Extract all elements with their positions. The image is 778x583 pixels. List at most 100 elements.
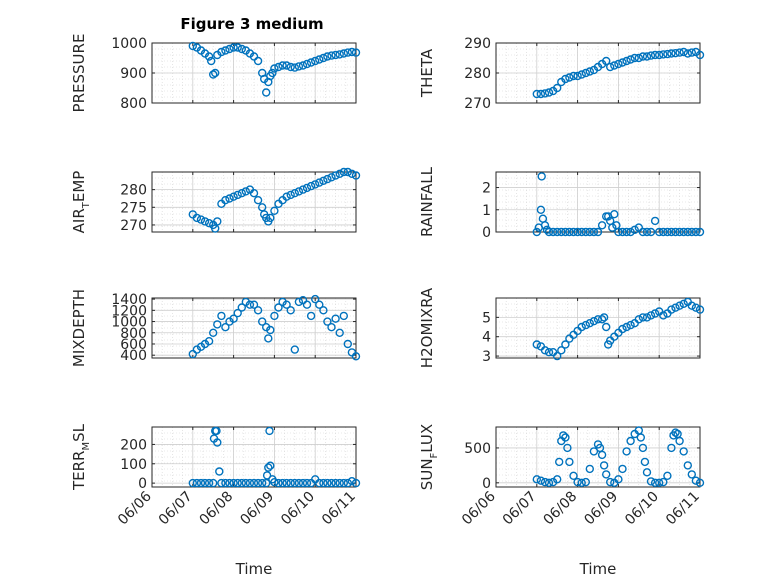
data-point xyxy=(306,181,316,191)
data-point xyxy=(302,300,312,309)
data-point xyxy=(695,478,705,487)
data-point xyxy=(351,171,361,180)
data-point xyxy=(581,320,590,330)
data-point xyxy=(618,227,627,237)
data-point xyxy=(351,478,361,488)
data-point xyxy=(331,478,340,488)
data-point xyxy=(315,478,324,488)
y-label-subscript: F xyxy=(429,452,440,458)
data-point xyxy=(536,205,546,215)
data-point xyxy=(565,227,574,237)
data-point xyxy=(683,49,692,58)
data-point xyxy=(646,311,656,320)
y-label-main: PRESSURE xyxy=(70,34,88,113)
data-point xyxy=(335,328,344,337)
data-point xyxy=(265,426,274,436)
data-point xyxy=(290,345,299,354)
y-tick-label: 500 xyxy=(464,441,491,457)
y-tick-label: 280 xyxy=(120,183,147,199)
x-tick-label: 06/11 xyxy=(319,489,359,529)
data-point xyxy=(626,320,635,330)
axes-box xyxy=(495,426,701,488)
data-point xyxy=(544,227,554,237)
data-point xyxy=(249,52,259,61)
data-point xyxy=(675,48,684,57)
data-point xyxy=(646,227,656,237)
data-point xyxy=(302,59,312,69)
data-point xyxy=(306,311,316,321)
data-point xyxy=(544,348,554,357)
data-point xyxy=(634,53,643,63)
data-point xyxy=(221,323,230,332)
data-point xyxy=(561,227,570,237)
data-point xyxy=(215,467,224,476)
data-point xyxy=(188,478,198,488)
panel-pressure: 800 900 1000 PRESSURE xyxy=(70,34,361,113)
x-tick-label: 06/10 xyxy=(622,489,662,529)
data-point xyxy=(597,315,607,324)
data-point xyxy=(339,478,348,488)
data-point xyxy=(581,68,590,78)
data-point xyxy=(573,227,582,237)
data-point xyxy=(667,443,676,453)
data-point xyxy=(671,49,680,58)
data-point xyxy=(634,315,643,324)
x-tick-label: 06/11 xyxy=(663,489,703,529)
data-point xyxy=(555,457,564,467)
data-point xyxy=(683,227,692,237)
data-point xyxy=(618,324,627,334)
y-tick-label: 3 xyxy=(482,349,491,365)
data-point xyxy=(217,47,226,57)
data-point xyxy=(347,169,357,179)
data-point xyxy=(667,227,676,237)
data-point xyxy=(343,478,352,488)
data-point xyxy=(561,340,570,349)
data-point xyxy=(561,74,570,84)
data-point xyxy=(192,478,202,488)
y-label-subscript: M xyxy=(81,442,92,451)
y-label-main: RAINFALL xyxy=(418,166,436,237)
x-axis-label: Time xyxy=(235,560,273,578)
data-point xyxy=(188,349,198,359)
data-point xyxy=(691,476,701,485)
data-point xyxy=(282,300,291,309)
data-point xyxy=(241,187,251,196)
data-point xyxy=(237,44,247,54)
data-point xyxy=(589,447,599,456)
data-point xyxy=(557,346,566,355)
data-point xyxy=(290,478,299,488)
data-point xyxy=(626,227,635,237)
data-point xyxy=(614,475,623,484)
data-point xyxy=(339,167,348,177)
data-point xyxy=(270,64,279,73)
data-point xyxy=(208,478,218,488)
data-point xyxy=(286,62,295,72)
data-point xyxy=(532,340,541,349)
data-point xyxy=(245,300,255,309)
data-point xyxy=(188,41,198,51)
y-label-tail: LUX xyxy=(418,424,436,453)
data-point xyxy=(599,313,609,322)
y-tick-label: 1000 xyxy=(111,315,147,331)
x-tick-label: 06/06 xyxy=(115,488,155,528)
data-point xyxy=(294,187,304,196)
data-point xyxy=(278,478,287,488)
y-tick-label: 100 xyxy=(120,457,147,473)
panel-sun-flux: 0 500 SUNFLUX 06/06 06/07 06/08 06/09 06/10 06/1… xyxy=(418,424,705,578)
axes-box xyxy=(495,297,701,359)
data-point xyxy=(266,213,275,223)
x-tick-label: 06/10 xyxy=(278,489,318,529)
data-point xyxy=(204,218,214,228)
y-tick-label: 600 xyxy=(120,337,147,353)
data-point xyxy=(327,323,336,332)
data-point xyxy=(646,477,656,486)
data-point xyxy=(606,62,615,72)
data-point xyxy=(537,172,546,181)
data-point xyxy=(327,51,336,60)
y-tick-label: 2 xyxy=(482,181,491,197)
data-point xyxy=(602,322,611,332)
data-point xyxy=(286,306,295,315)
data-point xyxy=(691,227,701,237)
data-point xyxy=(331,50,340,60)
data-point xyxy=(315,178,324,187)
